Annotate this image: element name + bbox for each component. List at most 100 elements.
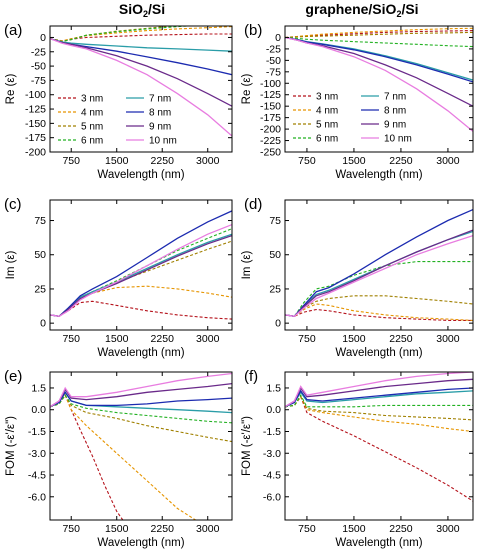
x-tick-label: 2250 [389, 333, 413, 345]
y-tick-label: -50 [266, 55, 281, 67]
series-line-7-nm [50, 37, 232, 52]
y-tick-label: -200 [25, 147, 46, 159]
legend-label: 8 nm [149, 108, 171, 119]
x-tick-label: 1500 [105, 155, 129, 167]
series-line-10-nm [285, 36, 473, 132]
legend: 3 nm 4 nm 5 nm 6 nm 7 nm 8 nm 9 nm 10 nm [293, 92, 412, 145]
left-column-title: SiO2/Si [119, 1, 165, 19]
x-tick-label: 750 [62, 155, 80, 167]
series-line-6-nm [285, 36, 473, 48]
y-tick-label: -1.5 [263, 426, 281, 438]
y-tick-label: -150 [260, 101, 281, 113]
y-axis-label: FOM (-ε'/ε") [241, 416, 253, 476]
x-tick-label: 3000 [196, 333, 220, 345]
y-tick-label: 75 [34, 215, 46, 227]
legend-label: 3 nm [81, 94, 103, 105]
y-tick-label: -25 [266, 43, 281, 55]
series-line-4-nm [50, 26, 232, 42]
y-tick-label: 50 [34, 249, 46, 261]
plot-frame [49, 25, 233, 153]
x-tick-label: 750 [298, 523, 316, 535]
x-tick-label: 750 [298, 155, 316, 167]
panel-letter: (d) [244, 196, 262, 213]
legend-label: 10 nm [384, 134, 412, 145]
series-line-5-nm [50, 240, 232, 317]
legend-label: 4 nm [81, 108, 103, 119]
y-tick-label: -25 [31, 46, 46, 58]
x-tick-label: 2250 [151, 155, 175, 167]
legend-label: 9 nm [384, 120, 406, 131]
legend: 3 nm 4 nm 5 nm 6 nm 7 nm 8 nm 9 nm 10 nm [58, 94, 177, 147]
x-axis-label: Wavelength (nm) [335, 347, 422, 359]
x-tick-label: 2250 [151, 523, 175, 535]
series-line-5-nm [285, 395, 473, 421]
y-tick-label: -3.0 [263, 448, 281, 460]
series-line-4-nm [50, 394, 196, 520]
y-tick-label: 0.0 [266, 404, 281, 416]
y-axis-label: FOM (-ε'/ε") [5, 416, 17, 476]
x-axis-label: Wavelength (nm) [335, 537, 422, 549]
x-tick-label: 2250 [389, 155, 413, 167]
legend-label: 7 nm [149, 94, 171, 105]
series-line-4-nm [285, 27, 473, 39]
series-line-6-nm [285, 394, 473, 408]
series-line-9-nm [50, 37, 232, 107]
y-tick-label: -6.0 [28, 491, 46, 503]
legend-label: 5 nm [316, 120, 338, 131]
panel-letter: (f) [244, 368, 258, 385]
panel-letter: (c) [4, 196, 22, 213]
y-tick-label: -1.5 [28, 426, 46, 438]
legend-label: 9 nm [149, 122, 171, 133]
series-line-3-nm [285, 308, 473, 321]
y-tick-label: -225 [260, 135, 281, 147]
legend-label: 5 nm [81, 122, 103, 133]
y-tick-label: -50 [31, 61, 46, 73]
y-tick-label: 0 [275, 318, 281, 330]
panel-letter: (b) [244, 22, 262, 39]
y-tick-label: 1.5 [266, 382, 281, 394]
x-tick-label: 1500 [105, 333, 129, 345]
x-tick-label: 3000 [436, 155, 460, 167]
y-tick-label: 0.0 [31, 404, 46, 416]
legend-label: 6 nm [316, 134, 338, 145]
chart-panel: 750 1500 2250 30000-25-50-75-100-125-150-17… [241, 22, 474, 181]
legend-label: 7 nm [384, 92, 406, 103]
legend-label: 10 nm [149, 136, 177, 147]
plot-frame [284, 25, 474, 153]
y-axis-label: Re (ε) [241, 73, 253, 104]
chart-panel: 750 1500 2250 3000 0 25 50 75 Wavelength (nm) Im … [4, 196, 233, 359]
series-line-4-nm [50, 285, 232, 317]
x-axis-label: Wavelength (nm) [97, 537, 184, 549]
series-line-8-nm [285, 387, 473, 408]
chart-panel: 750 1500 2250 3000 1.5 0.0 -1.5 -3.0 -4.5 -6.0 Wav… [241, 368, 474, 549]
y-tick-label: -3.0 [28, 448, 46, 460]
series-line-8-nm [50, 391, 232, 408]
series-line-6-nm [285, 261, 473, 317]
plot-frame [49, 199, 233, 331]
y-tick-label: -100 [25, 89, 46, 101]
plot-frame [284, 371, 474, 521]
x-axis-label: Wavelength (nm) [335, 169, 422, 181]
x-tick-label: 1500 [105, 523, 129, 535]
y-tick-label: 0 [40, 32, 46, 44]
series-line-4-nm [285, 395, 473, 433]
series-line-10-nm [285, 372, 473, 408]
y-tick-label: 50 [269, 249, 281, 261]
series-line-10-nm [285, 234, 473, 317]
legend-label: 4 nm [316, 106, 338, 117]
y-tick-label: -75 [266, 66, 281, 78]
y-tick-label: 0 [275, 32, 281, 44]
y-tick-label: 75 [269, 215, 281, 227]
x-tick-label: 1500 [342, 155, 366, 167]
y-tick-label: 0 [40, 318, 46, 330]
x-tick-label: 1500 [342, 333, 366, 345]
chart-panel: 750 1500 2250 3000 0 25 50 75 Wavelength (nm) Im … [241, 196, 474, 359]
legend-label: 8 nm [384, 106, 406, 117]
series-line-3-nm [50, 300, 232, 320]
y-tick-label: -4.5 [263, 470, 281, 482]
chart-panel: 750 1500 2250 30000-25-50-75-100-125-150-17… [4, 22, 233, 181]
series-line-3-nm [285, 30, 473, 39]
right-column-title: graphene/SiO2/Si [305, 1, 418, 19]
y-axis-label: Im (ε) [241, 250, 253, 279]
y-axis-label: Re (ε) [5, 73, 17, 104]
